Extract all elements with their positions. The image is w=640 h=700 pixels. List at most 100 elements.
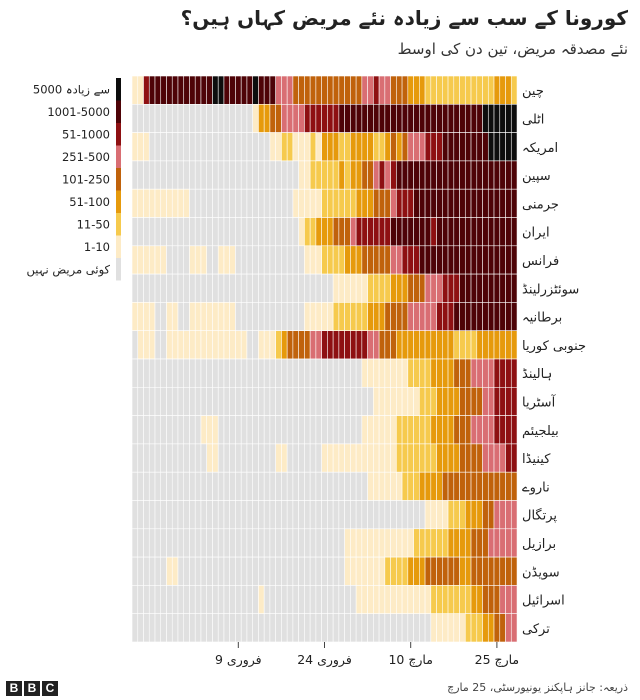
heatmap-cell [275, 245, 282, 275]
heatmap-cell [229, 302, 236, 331]
heatmap-cell [292, 500, 299, 530]
heatmap-cell [166, 217, 173, 247]
heatmap-cell [350, 160, 357, 190]
heatmap-cell [194, 302, 202, 331]
heatmap-cell [154, 613, 162, 643]
heatmap-cell [148, 443, 156, 473]
heatmap-cell [223, 556, 231, 586]
heatmap-cell [177, 132, 185, 162]
heatmap-cell [493, 188, 501, 218]
heatmap-cell [194, 330, 202, 360]
heatmap-cell [464, 613, 472, 643]
heatmap-cell [166, 613, 173, 643]
heatmap-cell [413, 160, 420, 190]
heatmap-cell [171, 358, 179, 388]
heatmap-cell [240, 386, 248, 416]
heatmap-cell [396, 75, 403, 105]
heatmap-cell [499, 415, 506, 445]
heatmap-cell [430, 358, 437, 388]
heatmap-cell [327, 188, 334, 218]
heatmap-cell [482, 415, 489, 445]
heatmap-cell [430, 528, 437, 558]
heatmap-cell [148, 188, 156, 218]
heatmap-cell [436, 556, 443, 586]
heatmap-cell [487, 217, 495, 247]
heatmap-cell [171, 443, 179, 473]
heatmap-cell [419, 75, 426, 105]
heatmap-cell [298, 443, 305, 473]
heatmap-cell [286, 613, 294, 643]
heatmap-cell [252, 188, 259, 218]
heatmap-cell [137, 188, 144, 218]
legend: 5000 سے زیادہ 1001-5000 51-1000 251-500 101-… [27, 78, 121, 281]
heatmap-cell [263, 273, 271, 303]
x-tick-label: 24 فروری [297, 652, 352, 668]
heatmap-cell [350, 528, 357, 558]
heatmap-cell [321, 188, 328, 218]
heatmap-cell [189, 302, 196, 331]
heatmap-cell [470, 160, 478, 190]
heatmap-cell [413, 556, 420, 586]
heatmap-cell [499, 132, 506, 162]
heatmap-cell [407, 613, 414, 643]
heatmap-cell [166, 188, 173, 218]
heatmap-cell [286, 556, 294, 586]
heatmap-cell [131, 273, 139, 303]
heatmap-cell [131, 188, 139, 218]
heatmap-cell [131, 585, 139, 615]
heatmap-cell [390, 585, 397, 615]
heatmap-cell [350, 471, 357, 501]
heatmap-cell [160, 528, 167, 558]
heatmap-cell [510, 585, 518, 615]
heatmap-cell [235, 585, 242, 615]
heatmap-cell [493, 273, 501, 303]
heatmap-cell [298, 415, 305, 445]
heatmap-cell [505, 132, 512, 162]
heatmap-cell [430, 75, 437, 105]
heatmap-cell [304, 443, 311, 473]
heatmap-cell [464, 75, 472, 105]
heatmap-cell [166, 443, 173, 473]
heatmap-cell [281, 188, 288, 218]
heatmap-cell [419, 415, 426, 445]
heatmap-cell [367, 443, 374, 473]
legend-label: 51-100 [69, 195, 110, 209]
legend-swatch [116, 213, 121, 236]
heatmap-cell [206, 132, 213, 162]
heatmap-cell [355, 500, 363, 530]
heatmap-cell [183, 443, 190, 473]
heatmap-cell [424, 613, 432, 643]
heatmap-cell [453, 415, 460, 445]
heatmap-cell [148, 217, 156, 247]
heatmap-cell [413, 188, 420, 218]
heatmap-cell [269, 500, 277, 530]
heatmap-cell [263, 302, 271, 331]
heatmap-cell [281, 443, 288, 473]
country-label: جنوبی کوریا [522, 339, 586, 354]
heatmap-cell [240, 443, 248, 473]
heatmap-cell [464, 556, 472, 586]
heatmap-cell [240, 75, 248, 105]
heatmap-cell [447, 302, 455, 331]
heatmap-cell [373, 160, 380, 190]
country-label: ہالینڈ [522, 367, 552, 382]
heatmap-cell [258, 75, 265, 105]
heatmap-cell [396, 188, 403, 218]
heatmap-cell [160, 471, 167, 501]
heatmap-cell [338, 104, 345, 133]
heatmap-cell [143, 386, 150, 416]
country-label: ناروے [522, 480, 550, 495]
x-tick-label: 25 مارچ [475, 652, 520, 668]
heatmap-cell [286, 330, 294, 360]
heatmap-cell [298, 273, 305, 303]
heatmap-cell [430, 443, 437, 473]
heatmap-cell [269, 528, 277, 558]
heatmap-cell [206, 386, 213, 416]
heatmap-cell [235, 415, 242, 445]
heatmap-cell [499, 528, 506, 558]
heatmap-cell [212, 528, 219, 558]
heatmap-cell [217, 132, 225, 162]
heatmap-cell [396, 273, 403, 303]
heatmap-cell [390, 500, 397, 530]
heatmap-cell [493, 386, 501, 416]
